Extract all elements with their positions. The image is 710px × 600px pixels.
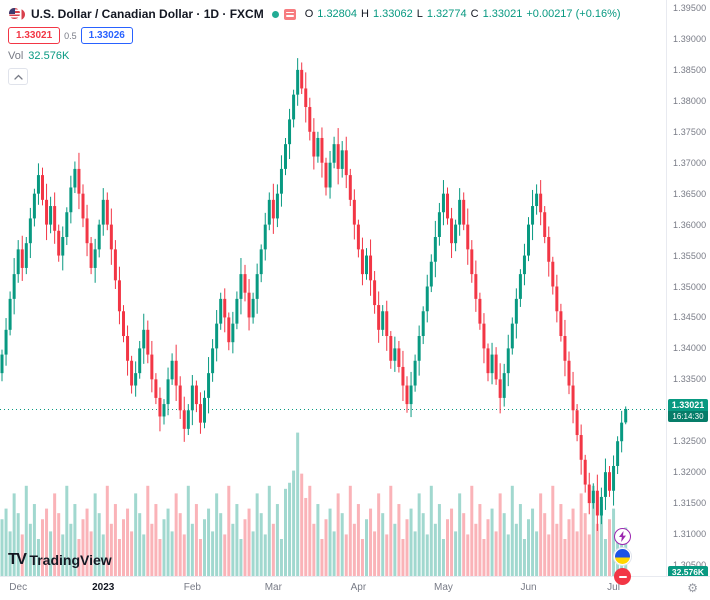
close-value: 1.33021 [482, 8, 523, 20]
price-axis-label: 1.39000 [673, 33, 707, 44]
current-price-badge: 1.33021 16:14:30 [668, 398, 708, 422]
time-axis-label: Jun [520, 582, 537, 593]
time-axis[interactable]: Dec 2023 Feb Mar Apr May Jun Jul ⚙ [0, 576, 710, 600]
price-axis-label: 1.34000 [673, 343, 707, 354]
time-axis-label: Jul [607, 582, 620, 593]
bar-countdown: 16:14:30 [668, 410, 708, 422]
sell-button[interactable]: 1.33021 [8, 27, 61, 44]
price-axis-label: 1.32500 [673, 436, 707, 447]
symbol-flag-icon [8, 7, 26, 21]
current-price-value: 1.33021 [671, 399, 705, 410]
price-axis-label: 1.35000 [673, 281, 707, 292]
tradingview-logo-text: TradingView [29, 552, 112, 568]
time-axis-label: Apr [350, 582, 367, 593]
data-status-icon[interactable] [271, 10, 279, 18]
time-axis-label: 2023 [92, 582, 115, 593]
price-axis-label: 1.35500 [673, 250, 707, 261]
price-axis-label: 1.33500 [673, 374, 707, 385]
lightning-icon[interactable] [614, 528, 631, 545]
chevron-up-icon [13, 74, 23, 80]
spread-value: 0.5 [64, 30, 77, 41]
volume-value: 32.576K [28, 50, 70, 62]
collapse-legend-button[interactable] [8, 68, 28, 85]
high-value: 1.33062 [372, 8, 413, 20]
open-label: O [304, 8, 314, 20]
low-value: 1.32774 [426, 8, 467, 20]
price-axis-label: 1.38000 [673, 95, 707, 106]
volume-label: Vol [8, 50, 24, 62]
ohlc-readout: O 1.32804 H 1.33062 L 1.32774 C 1.33021 +0.0… [305, 8, 621, 20]
time-axis-label: Mar [264, 582, 282, 593]
time-axis-label: May [433, 582, 453, 593]
price-axis-label: 1.36500 [673, 188, 707, 199]
open-value: 1.32804 [317, 8, 358, 20]
price-axis[interactable]: 1.33021 16:14:30 32.576K 1.39500 1.39000 1… [666, 0, 710, 578]
buy-button[interactable]: 1.33026 [80, 27, 133, 44]
price-axis-label: 1.32000 [673, 467, 707, 478]
price-axis-label: 1.36000 [673, 219, 707, 230]
symbol-title[interactable]: U.S. Dollar / Canadian Dollar · 1D · FXC… [31, 7, 264, 21]
us-flag-icon [8, 7, 21, 20]
close-label: C [470, 8, 479, 20]
broker-logo-red-icon[interactable] [614, 568, 631, 585]
high-label: H [361, 8, 369, 20]
legend: U.S. Dollar / Canadian Dollar · 1D · FXC… [8, 5, 621, 85]
broker-logo-icon[interactable] [614, 548, 631, 565]
change-value: +0.00217 (+0.16%) [526, 8, 621, 20]
tradingview-logo[interactable]: TV TradingView [8, 551, 112, 569]
price-axis-label: 1.38500 [673, 64, 707, 75]
legend-menu-icon[interactable] [283, 8, 296, 20]
price-axis-label: 1.30500 [673, 560, 707, 570]
low-label: L [416, 8, 423, 20]
time-axis-label: Dec [9, 582, 28, 593]
time-tick-labels: Dec 2023 Feb Mar Apr May Jun Jul [0, 577, 667, 600]
price-axis-label: 1.37000 [673, 157, 707, 168]
gear-icon[interactable]: ⚙ [687, 581, 698, 595]
price-axis-label: 1.31500 [673, 498, 707, 509]
price-axis-label: 1.31000 [673, 529, 707, 540]
volume-axis-badge: 32.576K [668, 566, 708, 578]
time-axis-label: Feb [183, 582, 201, 593]
price-axis-label: 1.37500 [673, 126, 707, 137]
price-axis-label: 1.39500 [673, 3, 707, 13]
floating-icons [614, 528, 631, 585]
tradingview-logo-icon: TV [8, 551, 27, 568]
price-axis-label: 1.34500 [673, 312, 707, 323]
chart-canvas[interactable] [0, 0, 667, 577]
